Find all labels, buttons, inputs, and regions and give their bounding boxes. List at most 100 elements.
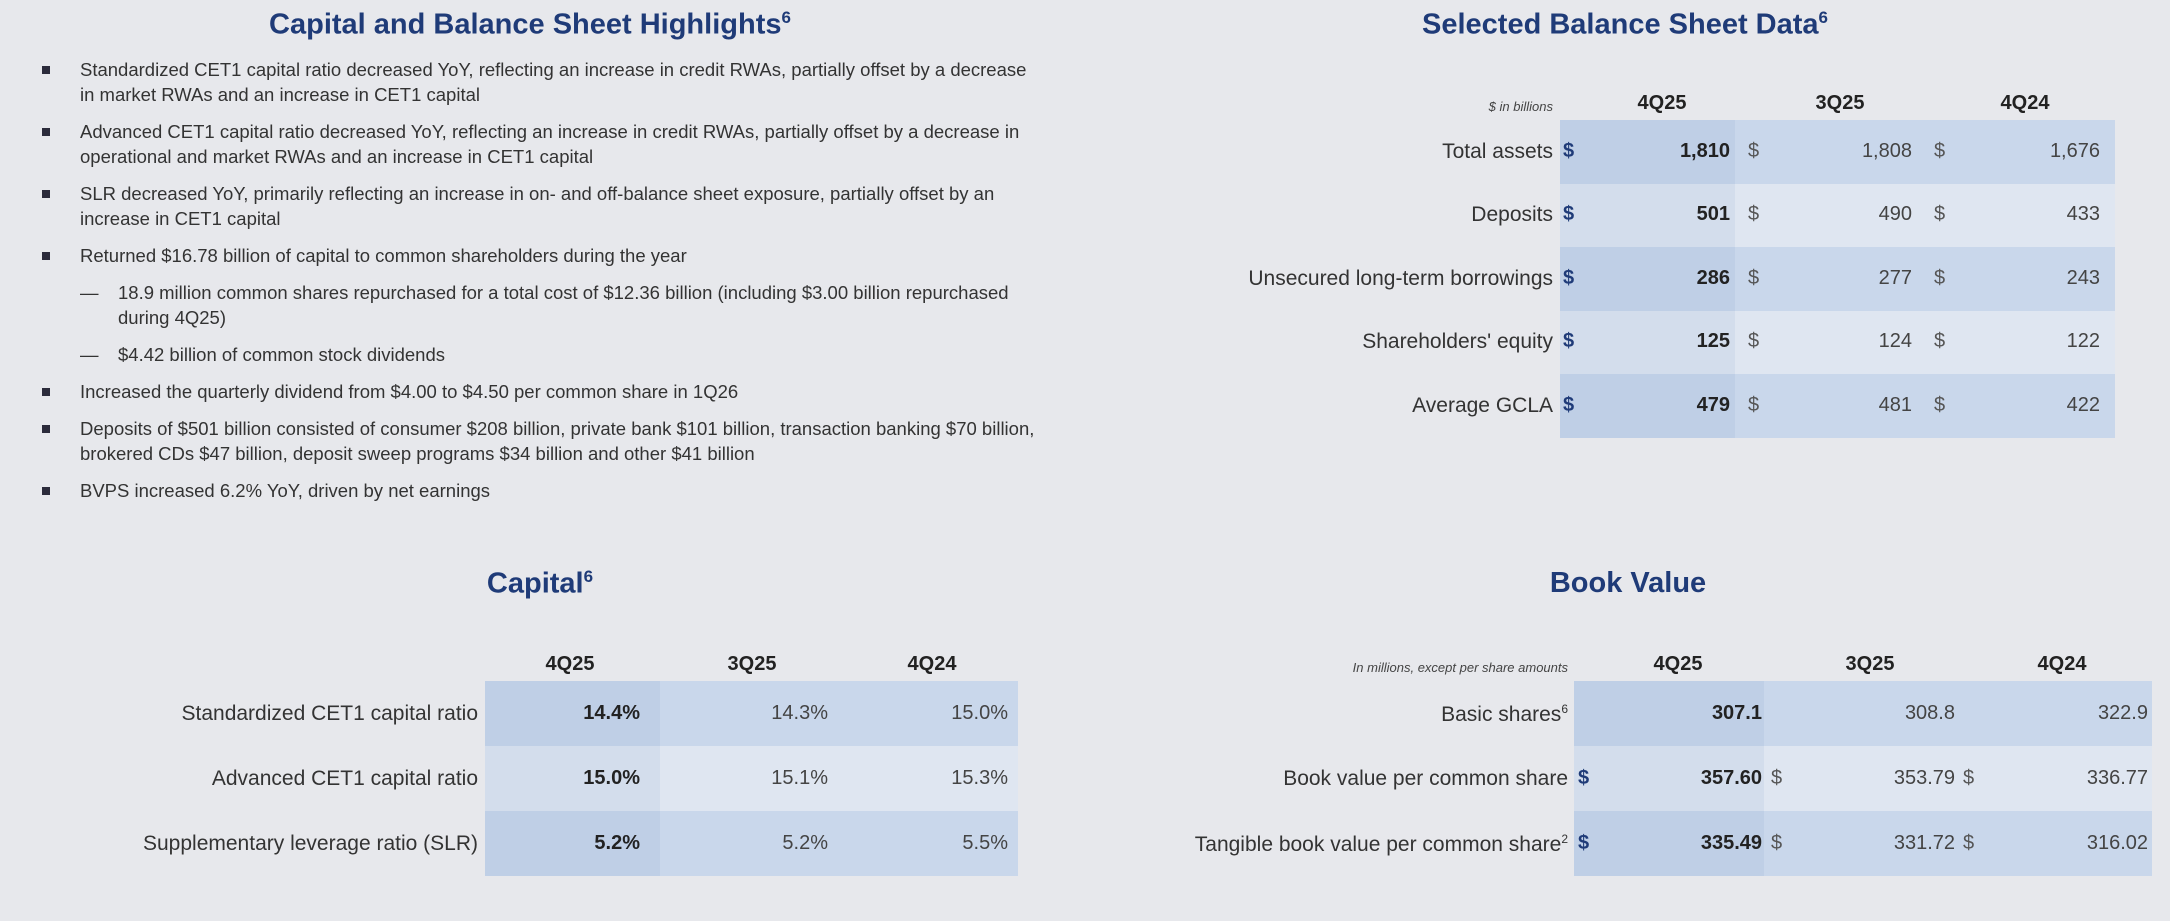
cell-value: 331.72 [1893, 831, 1955, 854]
cell-value: 316.02 [2086, 831, 2148, 854]
cell-value: 479 [1696, 393, 1730, 416]
row-label-text: Standardized CET1 capital ratio [181, 701, 479, 725]
currency-sign: $ [1934, 266, 1946, 289]
bullet: BVPS increased 6.2% YoY, driven by net e… [40, 478, 1040, 503]
row-label: Basic shares6 [1441, 702, 1568, 727]
currency-sign: $ [1563, 266, 1575, 289]
cell-value: 5.2% [782, 831, 828, 854]
currency-sign: $ [1563, 393, 1575, 416]
bullet-text: Standardized CET1 capital ratio decrease… [80, 59, 1027, 105]
cell-value: 15.0% [583, 766, 640, 789]
dash: — [80, 344, 99, 365]
row-background-lead [485, 681, 660, 746]
cell-value: 15.3% [951, 766, 1008, 789]
row-background-lead [1560, 310, 1735, 374]
currency-sign: $ [1934, 330, 1946, 353]
row-label: Tangible book value per common share2 [1195, 832, 1568, 857]
bullet: Increased the quarterly dividend from $4… [40, 379, 1040, 404]
title-text: Book Value [1549, 567, 1707, 599]
currency-sign: $ [1563, 203, 1575, 226]
row-label: Standardized CET1 capital ratio [182, 702, 479, 726]
row-background-lead [1560, 374, 1735, 438]
sub-bullet-text: $4.42 billion of common stock dividends [118, 344, 446, 365]
bullet-square [42, 487, 50, 495]
title-sup: 6 [583, 567, 594, 586]
currency-sign: $ [1771, 766, 1783, 789]
cell-value: 243 [2066, 266, 2100, 289]
row-label-text: Tangible book value per common share [1194, 832, 1562, 856]
row-label: Supplementary leverage ratio (SLR) [143, 832, 478, 856]
row-label: Unsecured long-term borrowings [1248, 267, 1553, 291]
row-label-sup: 6 [1561, 701, 1568, 716]
highlights-title: Capital and Balance Sheet Highlights6 [269, 8, 791, 42]
currency-sign: $ [1934, 139, 1946, 162]
bullet-text: Advanced CET1 capital ratio decreased Yo… [80, 121, 1020, 167]
cell-value: 481 [1878, 393, 1912, 416]
cell-value: 14.4% [583, 701, 640, 724]
currency-sign: $ [1748, 139, 1760, 162]
row-label: Shareholders' equity [1362, 330, 1553, 354]
row-label-text: Shareholders' equity [1362, 330, 1553, 354]
bullet: Returned $16.78 billion of capital to co… [40, 243, 1040, 268]
row-label-text: Unsecured long-term borrowings [1248, 266, 1553, 290]
capital-title: Capital6 [487, 567, 593, 601]
currency-sign: $ [1934, 393, 1946, 416]
cell-value: 501 [1696, 203, 1730, 226]
cell-value: 422 [2066, 393, 2100, 416]
currency-sign: $ [1748, 203, 1760, 226]
column-header: 4Q25 [1637, 92, 1687, 114]
dash: — [80, 282, 99, 303]
row-background-lead [1560, 120, 1735, 184]
cell-value: 307.1 [1711, 701, 1762, 724]
cell-value: 1,676 [2049, 139, 2100, 162]
row-label-sup: 2 [1561, 831, 1568, 846]
bullet-square [42, 66, 50, 74]
cell-value: 5.5% [962, 831, 1008, 854]
title-sup: 6 [1818, 8, 1828, 27]
currency-sign: $ [1578, 831, 1590, 854]
row-label: Average GCLA [1412, 394, 1553, 418]
row-background-lead [1574, 681, 1764, 746]
row-label: Book value per common share [1283, 767, 1568, 791]
row-label-text: Basic shares [1441, 702, 1562, 726]
cell-value: 308.8 [1904, 701, 1955, 724]
sub-bullet: — 18.9 million common shares repurchased … [40, 280, 1040, 330]
currency-sign: $ [1963, 766, 1975, 789]
bullet-square [42, 190, 50, 198]
cell-value: 433 [2066, 203, 2100, 226]
row-label: Deposits [1471, 203, 1553, 227]
cell-value: 286 [1696, 266, 1730, 289]
bullet-square [42, 388, 50, 396]
column-header: 4Q25 [1653, 653, 1703, 675]
row-label-text: Average GCLA [1412, 393, 1553, 417]
sub-bullet: — $4.42 billion of common stock dividends [40, 342, 1040, 367]
cell-value: 336.77 [2086, 766, 2148, 789]
row-label-text: Supplementary leverage ratio (SLR) [143, 831, 478, 855]
book-value-title: Book Value [1550, 567, 1706, 600]
title-text: Capital [486, 567, 584, 600]
row-label: Total assets [1442, 140, 1553, 164]
bullet-text: Deposits of $501 billion consisted of co… [80, 418, 1035, 464]
column-header: 4Q25 [545, 653, 595, 675]
column-header: 3Q25 [1845, 653, 1895, 675]
row-background-lead [1560, 247, 1735, 311]
cell-value: 15.0% [951, 701, 1008, 724]
currency-sign: $ [1771, 831, 1783, 854]
row-label: Advanced CET1 capital ratio [212, 767, 478, 791]
column-header: 4Q24 [2037, 653, 2087, 675]
row-background-lead [1574, 746, 1764, 811]
cell-value: 5.2% [594, 831, 640, 854]
bullet-square [42, 252, 50, 260]
currency-sign: $ [1578, 766, 1590, 789]
currency-sign: $ [1748, 330, 1760, 353]
bullet-text: Increased the quarterly dividend from $4… [80, 381, 739, 402]
bullet-square [42, 128, 50, 136]
row-label-text: Advanced CET1 capital ratio [211, 766, 478, 790]
bullet-text: BVPS increased 6.2% YoY, driven by net e… [80, 480, 491, 501]
cell-value: 490 [1878, 203, 1912, 226]
unit-note: $ in billions [1488, 99, 1553, 114]
bullet: SLR decreased YoY, primarily reflecting … [40, 181, 1040, 231]
unit-note: In millions, except per share amounts [1352, 660, 1568, 675]
row-background-lead [1574, 811, 1764, 876]
